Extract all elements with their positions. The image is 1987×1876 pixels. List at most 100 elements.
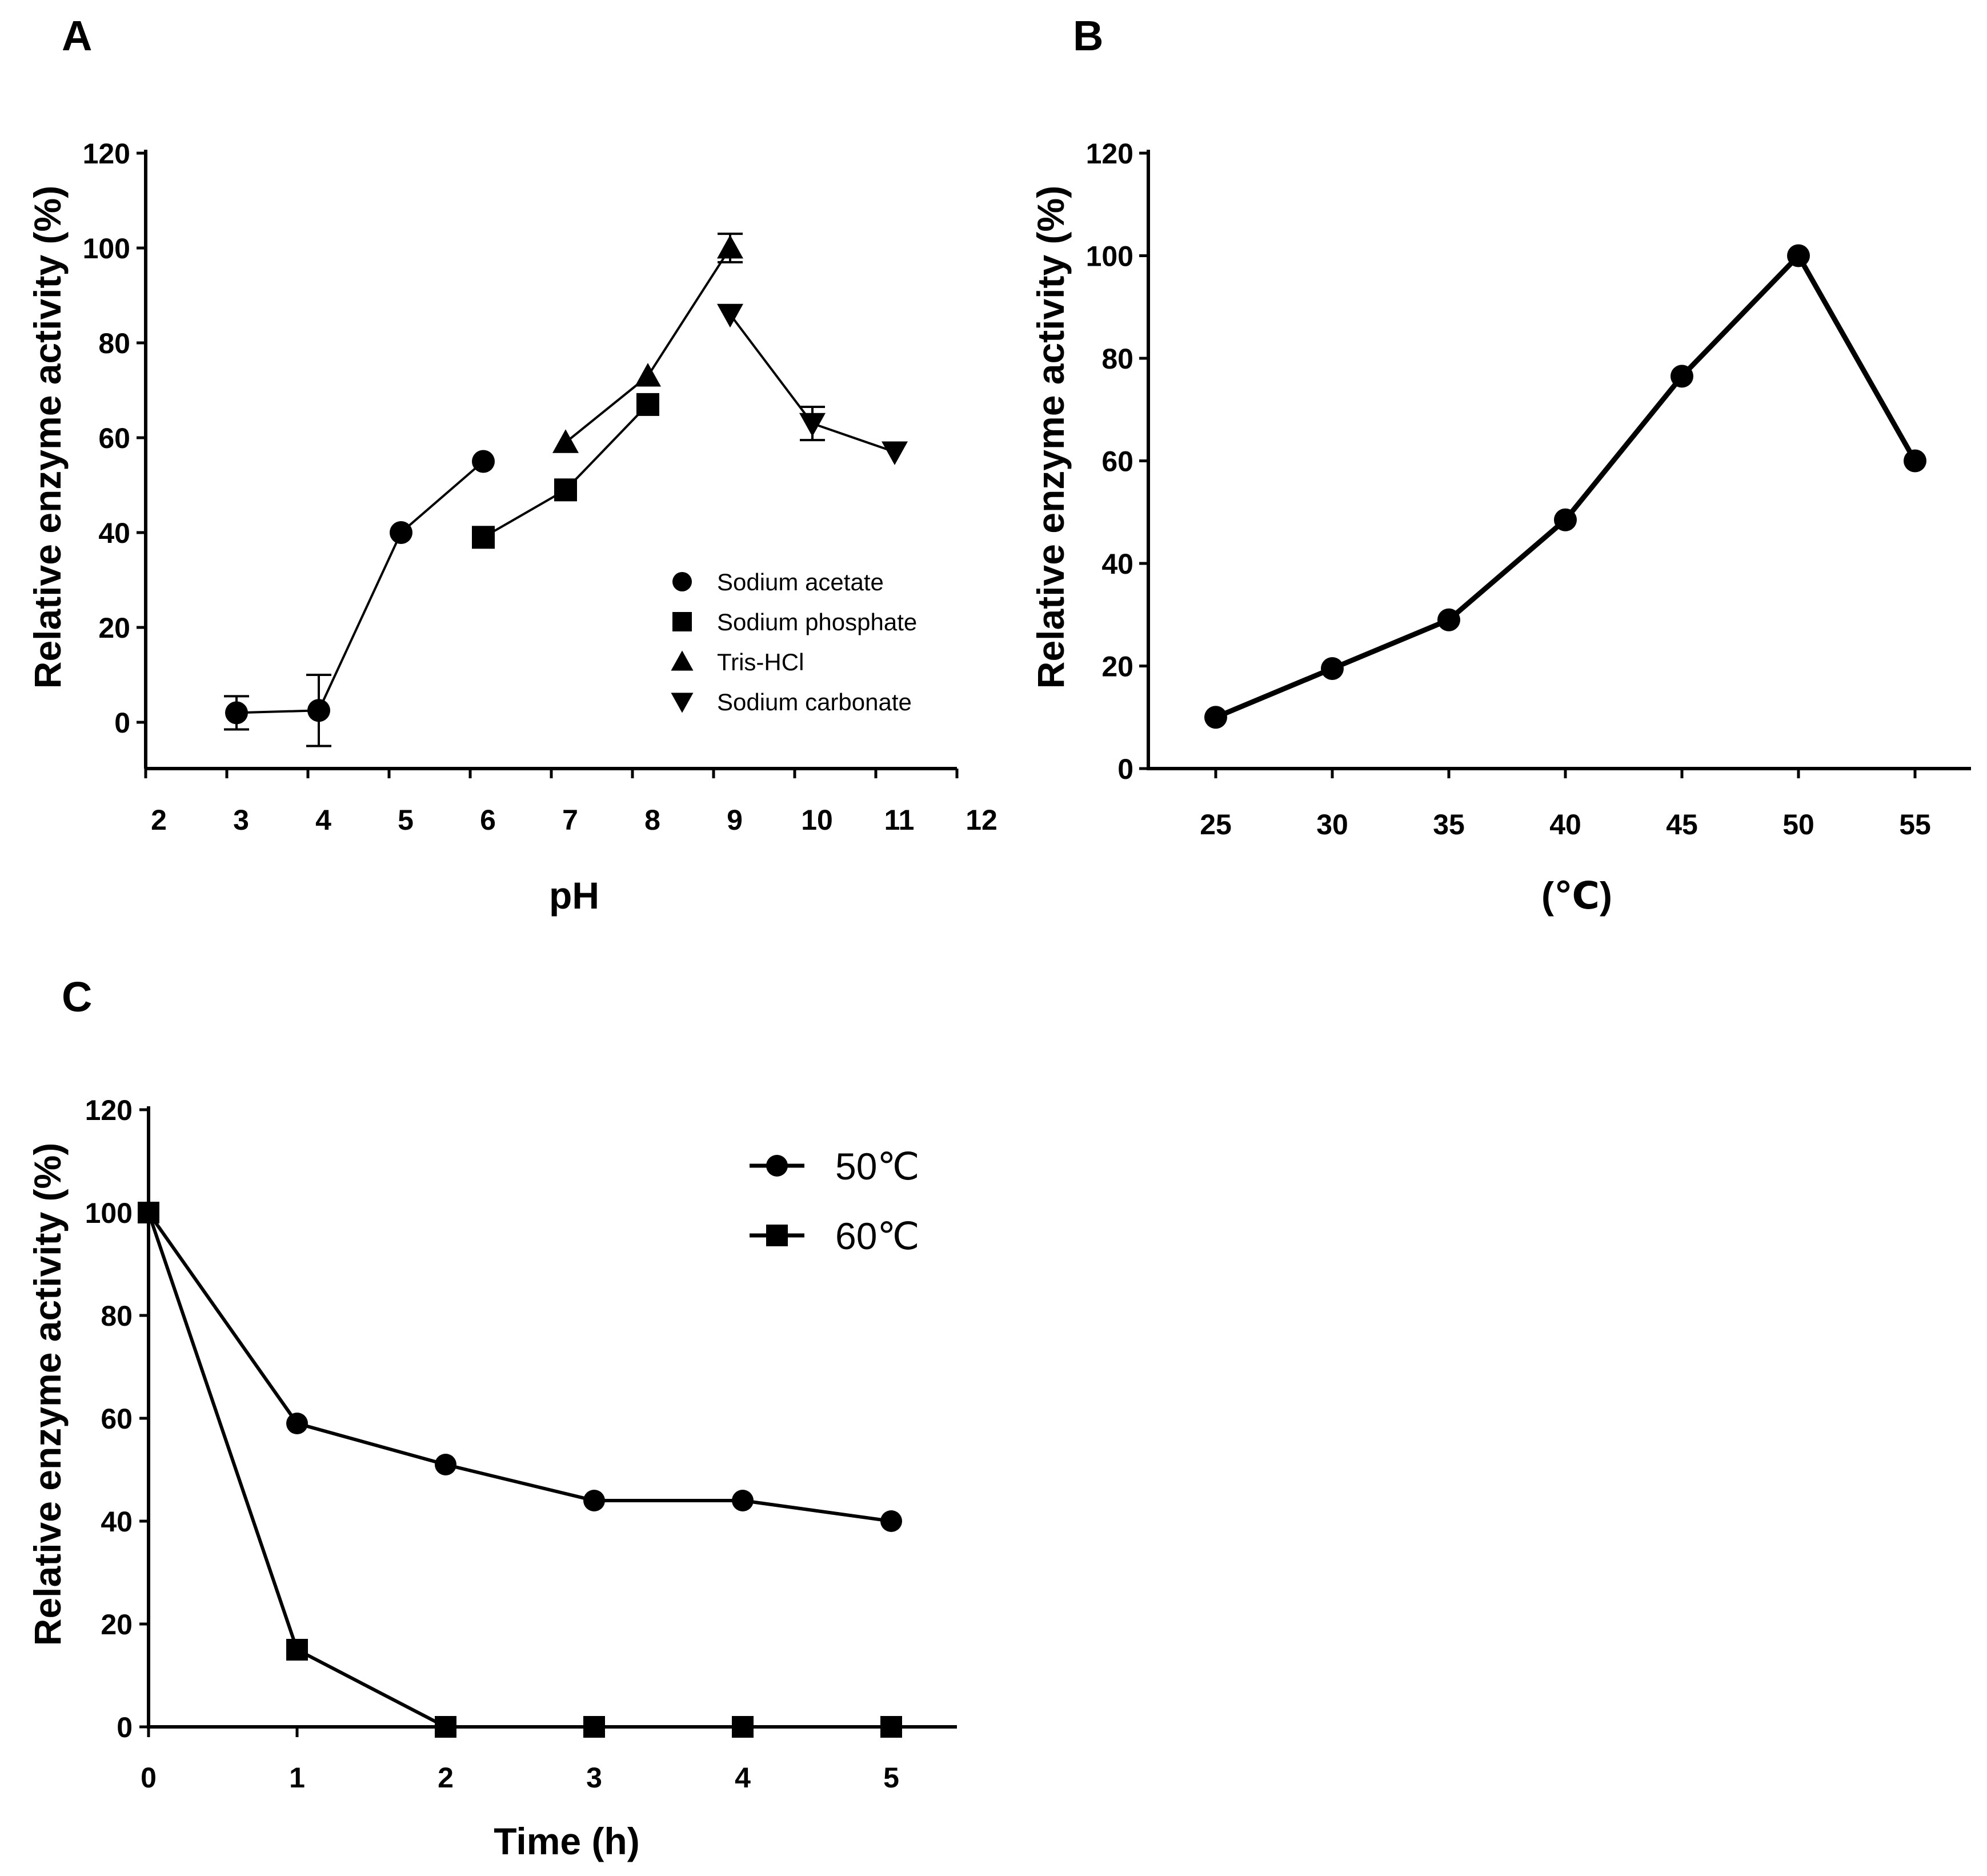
data-point [636,393,659,416]
y-tick-label: 20 [101,1609,133,1641]
x-tick-label: 50 [1782,809,1814,841]
y-tick-label: 0 [117,1711,133,1743]
y-tick-label: 80 [98,327,130,359]
legend-item-50: 50℃ [750,1145,920,1187]
data-point [472,450,495,473]
x-tick-label: 4 [315,804,331,836]
legend: Sodium acetate Sodium phosphate Tris-HCl So… [671,569,917,715]
data-point [880,1510,902,1532]
y-tick-label: 0 [114,707,130,739]
data-point [880,1716,902,1738]
x-axis-title: Time (h) [494,1820,639,1862]
x-tick-label: 30 [1316,809,1348,841]
series-line [147,1212,891,1729]
legend-item-60: 60℃ [750,1215,920,1257]
y-tick-label: 100 [83,233,130,265]
panel-letter-c: C [62,973,92,1021]
y-tick-label: 40 [98,517,130,549]
data-point [1670,365,1693,388]
legend-marker [671,693,694,713]
x-tick-label: 45 [1666,809,1698,841]
x-tick-label: 11 [884,804,915,836]
legend-marker [766,1225,788,1246]
series-sodium-carbonate [717,303,908,465]
series-line [1215,251,1917,720]
data-point [307,699,330,722]
x-axis-title: pH [549,874,599,917]
series-line [147,1211,892,1523]
x-tick-label: 7 [562,804,578,836]
x-tick-label: 6 [480,804,496,836]
legend-marker [671,650,694,671]
data-point [1904,449,1926,473]
panel-letter-b: B [1073,12,1103,59]
x-tick-label: 5 [398,804,414,836]
data-point [554,478,577,502]
y-tick-label: 120 [83,138,130,170]
legend-label: Sodium carbonate [717,689,912,715]
legend-marker [672,572,692,591]
data-point [635,363,661,387]
data-point [799,413,826,437]
x-tick-label: 2 [438,1762,454,1794]
y-tick-label: 20 [1101,651,1133,683]
x-tick-label: 55 [1899,809,1931,841]
panel-letter-a: A [62,12,92,59]
x-axis-title: (℃) [1541,874,1612,917]
legend-item-sodium-acetate: Sodium acetate [672,569,884,595]
x-tick-label: 8 [644,804,660,836]
y-tick-label: 60 [98,422,130,454]
data-point [1204,706,1227,729]
chart-ph-activity: 0 20 40 60 80 100 120 2 3 4 5 6 7 8 9 10 11 12 pH Relative … [26,138,997,917]
data-point [583,1490,605,1511]
x-tick-label: 10 [801,804,833,836]
y-tick-label: 20 [98,612,130,644]
y-tick-label: 80 [101,1300,133,1332]
data-point [225,701,248,725]
legend-label: 60℃ [835,1215,920,1257]
series-tris-hcl [552,233,743,453]
x-tick-label: 12 [966,804,997,836]
x-tick-label: 1 [289,1762,305,1794]
y-tick-label: 80 [1101,343,1133,375]
x-tick-label: 9 [727,804,743,836]
y-axis-title: Relative enzyme activity (%) [1029,186,1072,689]
legend-label: Tris-HCl [717,649,804,675]
legend-label: Sodium acetate [717,569,884,595]
x-tick-label: 3 [233,804,249,836]
series-60 [138,1202,902,1738]
legend-marker [672,612,692,631]
chart-thermostability: 0 20 40 60 80 100 120 0 1 2 3 4 5 Time (h) Relative en… [26,1094,957,1862]
data-point [286,1413,308,1434]
y-axis-title: Relative enzyme activity (%) [26,1143,69,1646]
data-point [882,441,908,465]
data-point [1321,657,1344,680]
y-tick-label: 60 [101,1403,133,1435]
data-point [732,1716,754,1738]
x-tick-label: 2 [151,804,167,836]
data-point [552,429,579,453]
legend-label: 50℃ [835,1145,920,1187]
data-point [717,303,743,328]
data-point [435,1716,456,1738]
series-sodium-phosphate [472,393,659,549]
y-tick-label: 60 [1101,446,1133,478]
data-point [732,1490,754,1511]
chart-temperature-activity: 0 20 40 60 80 100 120 25 30 35 40 45 50 55 (℃) Relative… [1029,138,1971,917]
x-tick-label: 40 [1549,809,1581,841]
legend-marker [766,1155,788,1177]
x-tick-label: 35 [1433,809,1465,841]
x-tick-label: 3 [586,1762,602,1794]
data-point [583,1716,605,1738]
data-point [286,1639,308,1661]
data-point [138,1202,159,1223]
data-point [390,521,412,544]
data-point [1437,608,1460,631]
series-50 [138,1202,902,1532]
y-axis-title: Relative enzyme activity (%) [26,186,69,689]
x-tick-label: 0 [141,1762,157,1794]
y-tick-label: 40 [101,1506,133,1538]
y-tick-label: 40 [1101,548,1133,580]
y-tick-label: 120 [1086,138,1133,170]
